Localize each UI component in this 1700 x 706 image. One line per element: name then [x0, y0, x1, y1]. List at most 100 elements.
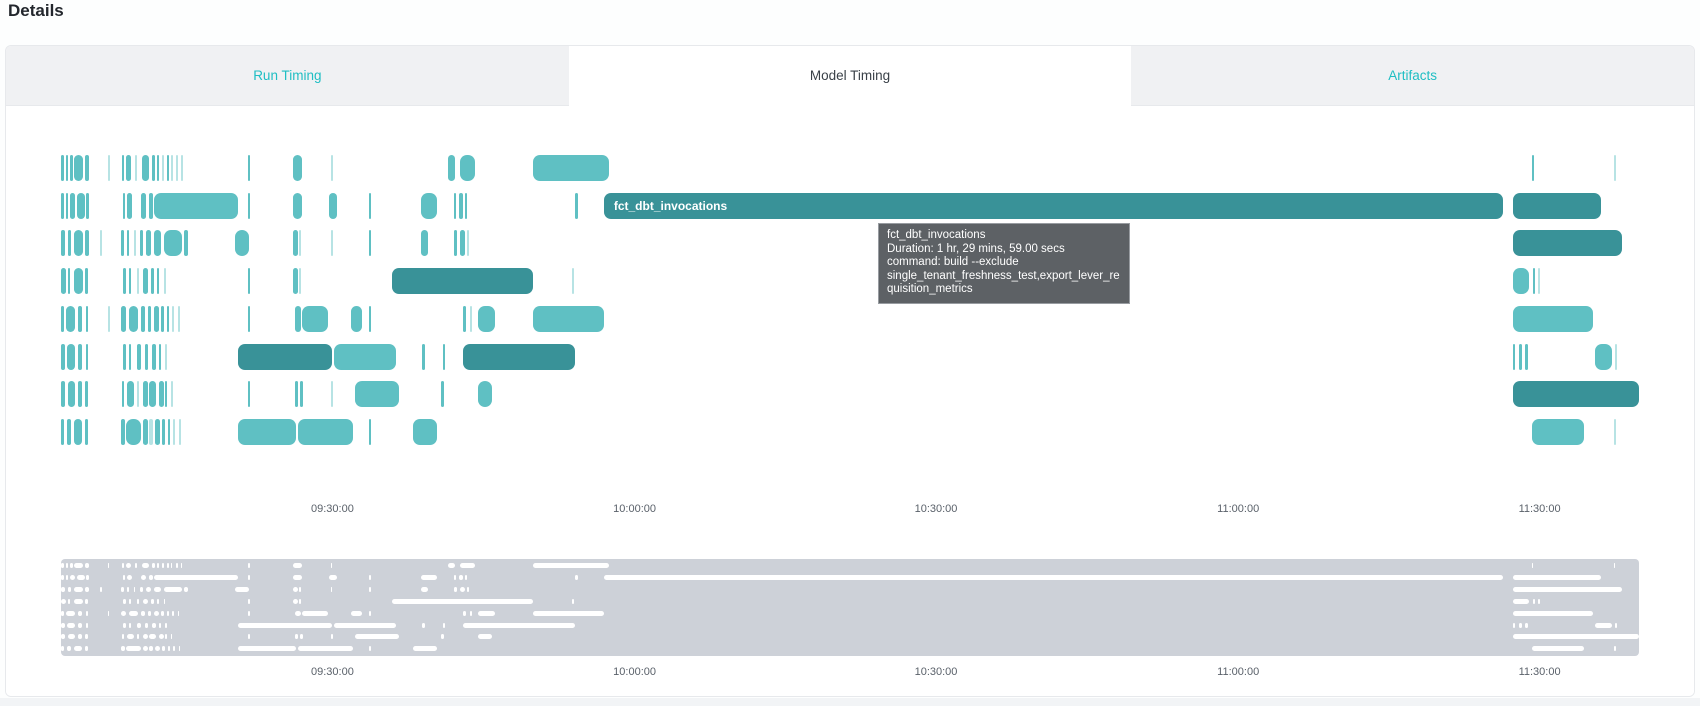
gantt-bar[interactable]	[247, 155, 251, 181]
gantt-bar[interactable]	[66, 418, 72, 445]
gantt-bar[interactable]	[420, 230, 428, 257]
gantt-bar[interactable]	[136, 268, 139, 295]
gantt-bar[interactable]	[161, 155, 164, 181]
gantt-bar[interactable]	[1594, 343, 1613, 370]
gantt-bar[interactable]	[294, 305, 301, 332]
gantt-bar[interactable]	[292, 230, 299, 257]
gantt-bar[interactable]	[149, 418, 153, 445]
gantt-bar[interactable]	[151, 343, 157, 370]
gantt-bar[interactable]	[167, 418, 170, 445]
gantt-bar[interactable]	[66, 305, 75, 332]
gantt-bar[interactable]	[128, 268, 132, 295]
gantt-bar[interactable]	[354, 381, 399, 408]
gantt-bar[interactable]	[447, 155, 456, 181]
gantt-bar[interactable]	[143, 418, 148, 445]
gantt-bar[interactable]	[151, 155, 155, 181]
gantt-bar[interactable]	[77, 305, 83, 332]
tab-model-timing[interactable]: Model Timing	[568, 46, 1132, 106]
gantt-bar[interactable]	[163, 268, 166, 295]
gantt-bar[interactable]	[234, 230, 249, 257]
gantt-bar[interactable]	[532, 155, 609, 181]
gantt-bar[interactable]	[61, 343, 65, 370]
gantt-bar[interactable]	[469, 305, 472, 332]
gantt-bar[interactable]	[442, 343, 446, 370]
gantt-bar[interactable]	[351, 305, 363, 332]
gantt-bar[interactable]	[302, 305, 328, 332]
gantt-bar[interactable]	[247, 192, 251, 219]
gantt-bar[interactable]	[161, 305, 165, 332]
gantt-bar[interactable]	[300, 381, 303, 408]
gantt-bar[interactable]	[392, 268, 533, 295]
gantt-bar[interactable]	[166, 305, 169, 332]
gantt-bar[interactable]	[165, 343, 168, 370]
gantt-bar[interactable]	[135, 155, 138, 181]
gantt-bar[interactable]	[154, 230, 162, 257]
gantt-bar[interactable]	[122, 343, 126, 370]
gantt-bar[interactable]	[1512, 268, 1529, 295]
gantt-bar[interactable]	[1512, 192, 1602, 219]
gantt-bar[interactable]	[61, 155, 65, 181]
gantt-bar[interactable]	[1613, 418, 1616, 445]
gantt-bar[interactable]	[107, 305, 110, 332]
gantt-bar[interactable]	[1512, 230, 1622, 257]
gantt-bar[interactable]	[154, 192, 238, 219]
gantt-bar[interactable]	[61, 192, 65, 219]
gantt-bar[interactable]	[136, 381, 139, 408]
gantt-bar[interactable]	[180, 155, 183, 181]
gantt-bar[interactable]	[73, 230, 84, 257]
gantt-bar[interactable]	[144, 343, 148, 370]
gantt-bar[interactable]	[68, 381, 76, 408]
gantt-bar[interactable]	[1615, 343, 1618, 370]
gantt-bar[interactable]	[77, 343, 83, 370]
gantt-bar[interactable]	[86, 192, 90, 219]
gantt-bar[interactable]	[121, 155, 125, 181]
gantt-bar[interactable]	[247, 268, 251, 295]
tab-artifacts[interactable]: Artifacts	[1131, 46, 1694, 106]
gantt-bar[interactable]	[157, 268, 160, 295]
gantt-bar[interactable]	[368, 305, 371, 332]
gantt-bar[interactable]	[85, 268, 88, 295]
gantt-bar[interactable]	[441, 381, 444, 408]
gantt-bar[interactable]	[70, 192, 76, 219]
gantt-bar[interactable]	[464, 192, 468, 219]
gantt-bar[interactable]	[294, 381, 298, 408]
gantt-bar[interactable]	[292, 268, 298, 295]
gantt-bar[interactable]	[292, 155, 303, 181]
gantt-bar[interactable]	[61, 305, 65, 332]
gantt-bar[interactable]	[67, 343, 76, 370]
gantt-bar[interactable]	[575, 192, 578, 219]
gantt-bar[interactable]	[61, 381, 65, 408]
gantt-bar[interactable]	[147, 305, 151, 332]
gantt-bar[interactable]	[77, 381, 82, 408]
gantt-bar[interactable]	[66, 192, 69, 219]
gantt-bar[interactable]	[176, 155, 179, 181]
gantt-bar[interactable]	[149, 381, 157, 408]
gantt-bar[interactable]	[368, 192, 371, 219]
gantt-bar[interactable]	[120, 418, 125, 445]
gantt-bar[interactable]	[100, 230, 103, 257]
gantt-bar[interactable]	[170, 155, 173, 181]
gantt-bar[interactable]	[299, 268, 302, 295]
gantt-bar[interactable]	[177, 305, 180, 332]
gantt-bar[interactable]	[85, 230, 89, 257]
gantt-bar[interactable]	[146, 230, 151, 257]
gantt-bar[interactable]	[122, 192, 126, 219]
gantt-bar[interactable]	[1512, 305, 1594, 332]
gantt-bar[interactable]	[86, 305, 89, 332]
gantt-bar[interactable]	[329, 192, 338, 219]
gantt-bar[interactable]	[463, 305, 466, 332]
gantt-bar[interactable]	[127, 192, 132, 219]
gantt-bar[interactable]	[120, 230, 125, 257]
gantt-bar[interactable]	[466, 230, 469, 257]
gantt-bar[interactable]	[458, 192, 464, 219]
gantt-bar[interactable]	[61, 418, 65, 445]
gantt-bar[interactable]	[368, 230, 371, 257]
gantt-bar[interactable]	[84, 155, 89, 181]
gantt-bar[interactable]	[178, 418, 181, 445]
gantt-bar[interactable]	[237, 418, 297, 445]
gantt-bar[interactable]	[61, 230, 66, 257]
gantt-bar[interactable]	[161, 418, 166, 445]
gantt-bar[interactable]	[412, 418, 437, 445]
gantt-bar[interactable]	[463, 343, 576, 370]
gantt-bar[interactable]	[73, 418, 83, 445]
